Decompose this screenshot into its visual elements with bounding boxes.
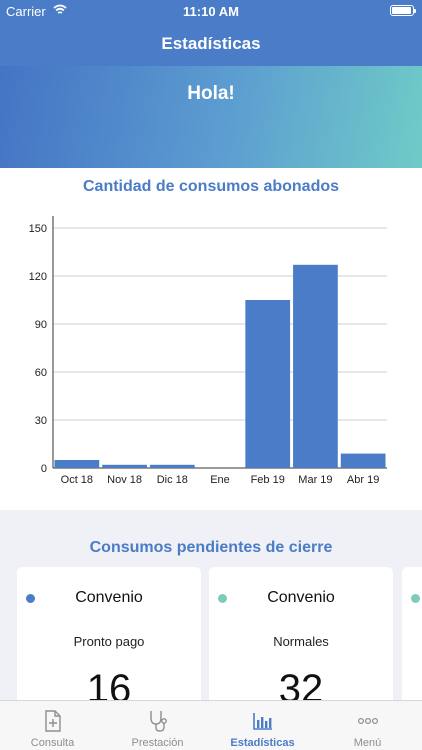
- wifi-icon: [53, 4, 67, 14]
- card-value: 16: [86, 667, 132, 700]
- pending-card-normales[interactable]: Convenio Normales 32: [209, 567, 393, 700]
- tab-bar: Consulta Prestación Estadísticas Menú: [0, 700, 422, 750]
- bar-chart-icon: [253, 713, 272, 730]
- status-dot-icon: [26, 594, 35, 603]
- y-tick-label: 60: [35, 367, 47, 379]
- stethoscope-icon: [150, 711, 167, 732]
- tab-label: Consulta: [30, 737, 75, 749]
- card-title: Convenio: [75, 589, 143, 606]
- nav-title: Estadísticas: [0, 22, 422, 66]
- pending-card-pronto-pago[interactable]: Convenio Pronto pago 16: [17, 567, 201, 700]
- x-tick-label: Oct 18: [61, 474, 93, 486]
- bar-oct-18[interactable]: [54, 460, 100, 468]
- greeting-text: Hola!: [187, 83, 235, 104]
- x-tick-label: Abr 19: [347, 474, 379, 486]
- bar-abr-19[interactable]: [340, 453, 386, 468]
- x-tick-label: Nov 18: [107, 474, 142, 486]
- x-tick-label: Dic 18: [157, 474, 188, 486]
- y-tick-label: 0: [41, 463, 47, 475]
- carrier-label: Carrier: [6, 4, 46, 19]
- card-subtitle: Normales: [273, 634, 329, 649]
- pending-section: Consumos pendientes de cierre Convenio P…: [0, 510, 422, 700]
- status-dot-icon: [218, 594, 227, 603]
- bar-feb-19[interactable]: [245, 300, 291, 468]
- tab-prestacion[interactable]: Prestación: [105, 701, 210, 750]
- x-tick-label: Ene: [210, 474, 230, 486]
- bar-dic-18[interactable]: [149, 464, 195, 468]
- y-tick-label: 30: [35, 415, 47, 427]
- tab-menu[interactable]: Menú: [315, 701, 420, 750]
- status-time: 11:10 AM: [183, 4, 239, 19]
- status-dot-icon: [411, 594, 420, 603]
- tab-label: Prestación: [131, 737, 184, 749]
- y-tick-label: 120: [29, 271, 47, 283]
- hero-banner: Hola!: [0, 66, 422, 168]
- battery-icon: [390, 5, 416, 16]
- bar-nov-18[interactable]: [102, 464, 147, 468]
- tab-consulta[interactable]: Consulta: [0, 701, 105, 750]
- x-tick-label: Feb 19: [251, 474, 285, 486]
- consumos-chart-section: Cantidad de consumos abonados 0 30 60 90 120…: [0, 168, 422, 510]
- pending-card-partial[interactable]: [402, 567, 422, 700]
- tab-label: Menú: [353, 737, 382, 749]
- bar-chart: 0 30 60 90 120 150 Oct 18 Nov 18 Dic 18 Ene Feb 19…: [29, 216, 387, 486]
- pending-title: Consumos pendientes de cierre: [89, 539, 333, 556]
- y-tick-label: 150: [29, 223, 47, 235]
- tab-estadisticas[interactable]: Estadísticas: [210, 701, 315, 750]
- chart-title: Cantidad de consumos abonados: [82, 178, 340, 195]
- card-title: Convenio: [267, 589, 335, 606]
- y-tick-label: 90: [35, 319, 47, 331]
- x-tick-label: Mar 19: [298, 474, 332, 486]
- document-plus-icon: [45, 710, 61, 732]
- bar-mar-19[interactable]: [293, 264, 338, 468]
- card-value: 32: [278, 667, 324, 700]
- status-bar: Carrier 11:10 AM: [0, 0, 422, 22]
- card-subtitle: Pronto pago: [73, 634, 145, 649]
- tab-label: Estadísticas: [230, 737, 295, 749]
- more-dots-icon: [357, 718, 379, 725]
